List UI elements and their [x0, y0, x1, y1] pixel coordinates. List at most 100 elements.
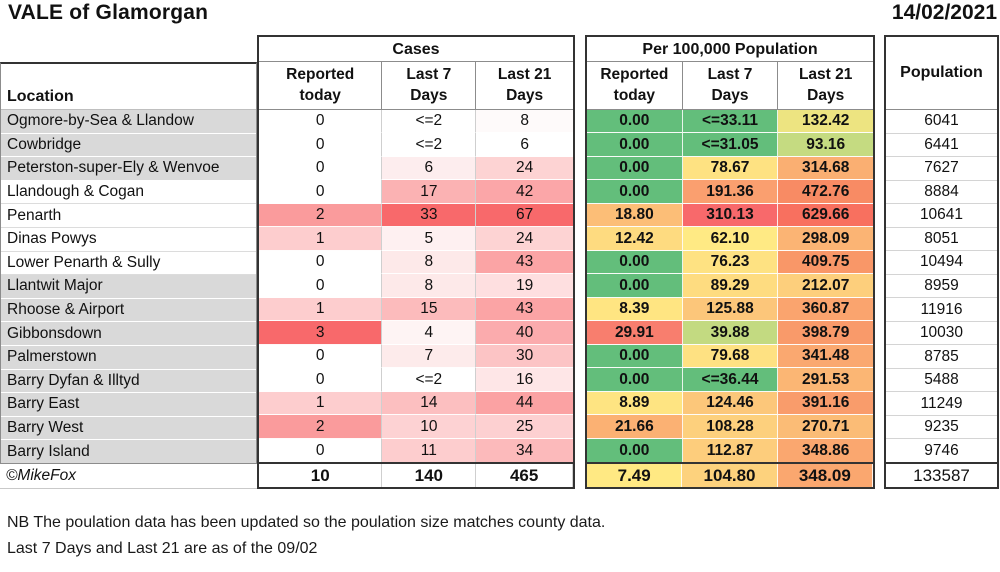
per100k-subheaders: Reported today Last 7 Days Last 21 Days: [587, 62, 873, 110]
per100k-value-cell: 629.66: [778, 203, 874, 228]
cases-value-cell: 43: [476, 297, 573, 322]
table-row: 2 10 25: [259, 415, 573, 439]
per100k-value-cell: 112.87: [682, 438, 779, 463]
cases-value-cell: 0: [259, 344, 383, 369]
report-date: 14/02/2021: [891, 1, 997, 24]
per100k-value-cell: 291.53: [778, 368, 874, 392]
per100k-value-cell: 191.36: [682, 180, 779, 204]
population-cell: 10494: [886, 251, 997, 275]
cases-group-header: Cases: [259, 37, 573, 62]
per100k-value-cell: 76.23: [682, 250, 779, 275]
cases-value-cell: 6: [476, 133, 573, 157]
per100k-value-cell: 0.00: [587, 110, 683, 134]
per100k-col-last-21-days: Last 21 Days: [798, 66, 853, 104]
per100k-value-cell: 39.88: [682, 321, 779, 345]
cases-value-cell: 19: [476, 274, 573, 298]
per100k-value-cell: 341.48: [778, 344, 874, 369]
per100k-value-cell: 29.91: [587, 321, 683, 345]
per100k-value-cell: 348.86: [778, 438, 874, 463]
table-row: 0 8 19: [259, 274, 573, 298]
table-row: 0.00 79.68 341.48: [587, 344, 874, 369]
cases-value-cell: 11: [382, 438, 477, 463]
location-cell: Penarth: [1, 204, 256, 228]
cases-col-reported-today: Reported today: [259, 62, 383, 109]
per100k-value-cell: <=33.11: [682, 110, 779, 134]
cases-value-cell: <=2: [382, 368, 477, 392]
footer-note-dates: Last 7 Days and Last 21 are as of the 09…: [7, 540, 318, 557]
cases-value-cell: 17: [382, 180, 477, 204]
cases-value-cell: 0: [259, 438, 383, 463]
cases-value-cell: 10: [382, 415, 477, 439]
per100k-value-cell: <=31.05: [682, 133, 779, 157]
table-row: 0.00 <=33.11 132.42: [587, 110, 874, 134]
table-row: 2 33 67: [259, 203, 573, 228]
per100k-totals-row: 7.49 104.80 348.09: [585, 464, 875, 489]
cases-value-cell: 6: [382, 156, 477, 181]
cases-value-cell: 5: [382, 227, 477, 251]
cases-value-cell: 67: [476, 203, 573, 228]
per100k-col-last-7-days: Last 7 Days: [683, 62, 779, 109]
per100k-total-cell: 348.09: [777, 464, 873, 487]
cases-value-cell: 8: [476, 110, 573, 134]
location-cell: Barry West: [1, 416, 256, 441]
table-row: 12.42 62.10 298.09: [587, 227, 874, 251]
per100k-value-cell: 0.00: [587, 344, 683, 369]
cases-value-cell: 2: [259, 203, 383, 228]
cases-total-cell: 140: [382, 464, 477, 487]
location-column: Location Ogmore-by-Sea & Llandow Cowbridg…: [0, 62, 257, 464]
per100k-value-cell: 78.67: [682, 156, 779, 181]
table-row: 0 <=2 16: [259, 368, 573, 392]
table-row: 0 17 42: [259, 180, 573, 204]
location-rows: Ogmore-by-Sea & Llandow Cowbridge Petersto…: [1, 110, 256, 463]
cases-subheaders: Reported today Last 7 Days Last 21 Days: [259, 62, 573, 110]
location-cell: Lower Penarth & Sully: [1, 252, 256, 276]
per100k-value-cell: 18.80: [587, 203, 683, 228]
cases-value-cell: 14: [382, 391, 477, 416]
population-rows: 6041 6441 7627 8884 10641 8051 10494 8959 11916 1…: [886, 110, 997, 462]
per100k-value-cell: 12.42: [587, 227, 683, 251]
cases-rows: 0 <=2 8 0 <=2 6 0 6 24 0 17 42 2 33 67 1 5 24 0 8 43 0 8 19 1 15 4…: [259, 110, 573, 463]
location-cell: Ogmore-by-Sea & Llandow: [1, 110, 256, 134]
cases-value-cell: 8: [382, 250, 477, 275]
table-row: 0 7 30: [259, 344, 573, 369]
cases-value-cell: 2: [259, 415, 383, 439]
cases-value-cell: 30: [476, 344, 573, 369]
per100k-value-cell: 8.39: [587, 297, 683, 322]
per100k-value-cell: 0.00: [587, 438, 683, 463]
population-cell: 6041: [886, 110, 997, 134]
population-cell: 10030: [886, 322, 997, 346]
cases-value-cell: <=2: [382, 133, 477, 157]
population-cell: 8785: [886, 345, 997, 369]
per100k-value-cell: 298.09: [778, 227, 874, 251]
table-row: 3 4 40: [259, 321, 573, 345]
cases-value-cell: <=2: [382, 110, 477, 134]
cases-value-cell: 0: [259, 180, 383, 204]
per100k-value-cell: 398.79: [778, 321, 874, 345]
cases-value-cell: 15: [382, 297, 477, 322]
table-row: 1 5 24: [259, 227, 573, 251]
population-cell: 8051: [886, 228, 997, 252]
location-cell: Llantwit Major: [1, 275, 256, 299]
cases-value-cell: 44: [476, 391, 573, 416]
per100k-value-cell: 132.42: [778, 110, 874, 134]
per100k-value-cell: 212.07: [778, 274, 874, 298]
cases-value-cell: 24: [476, 227, 573, 251]
per100k-value-cell: 8.89: [587, 391, 683, 416]
cases-value-cell: 0: [259, 110, 383, 134]
per100k-total-cell: 104.80: [682, 464, 778, 487]
table-row: 29.91 39.88 398.79: [587, 321, 874, 345]
table-row: 0 6 24: [259, 156, 573, 181]
cases-value-cell: 0: [259, 156, 383, 181]
population-header: Population: [886, 37, 997, 110]
per100k-value-cell: 125.88: [682, 297, 779, 322]
table-row: 8.39 125.88 360.87: [587, 297, 874, 322]
table-row: 0 11 34: [259, 438, 573, 463]
per100k-value-cell: 108.28: [682, 415, 779, 439]
per100k-table: Per 100,000 Population Reported today La…: [585, 35, 875, 464]
population-cell: 8959: [886, 275, 997, 299]
per100k-total-cell: 7.49: [587, 464, 683, 487]
cases-value-cell: 1: [259, 297, 383, 322]
location-cell: Cowbridge: [1, 133, 256, 158]
per100k-value-cell: 0.00: [587, 274, 683, 298]
